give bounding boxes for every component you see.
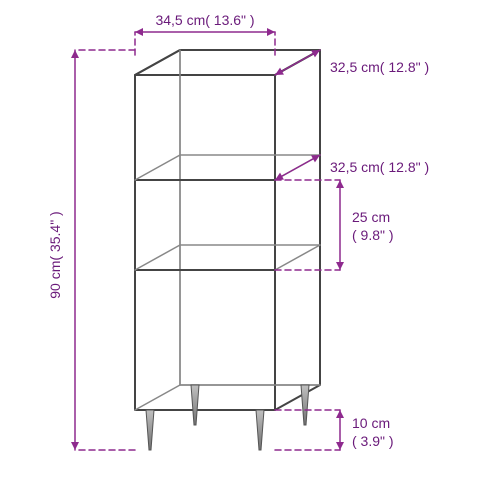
svg-text:( 3.9" ): ( 3.9" ) — [352, 433, 394, 449]
dim-depth-shelf: 32,5 cm( 12.8" ) — [330, 159, 429, 175]
cabinet — [135, 50, 320, 450]
dim-top-width: 34,5 cm( 13.6" ) — [155, 12, 254, 28]
dim-shelf-gap: 25 cm — [352, 209, 390, 225]
dim-leg-height: 10 cm — [352, 415, 390, 431]
svg-text:( 9.8" ): ( 9.8" ) — [352, 227, 394, 243]
dim-depth-outer: 32,5 cm( 12.8" ) — [330, 59, 429, 75]
dim-total-height: 90 cm( 35.4" ) — [47, 211, 63, 298]
